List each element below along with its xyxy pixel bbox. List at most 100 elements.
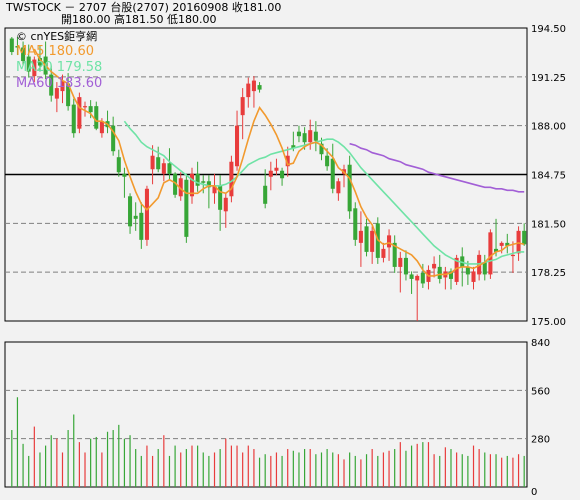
candle [212, 173, 217, 204]
candle-body [268, 170, 273, 177]
candle [330, 143, 335, 194]
candle [471, 266, 476, 290]
candle-body [60, 80, 65, 92]
price-axis: 194.50 191.25 188.00 184.75 181.50 178.25 175.… [531, 24, 566, 328]
candle-body [49, 74, 54, 96]
candle [133, 202, 138, 231]
candle-body [71, 104, 76, 134]
candle-body [325, 155, 330, 167]
candle-body [178, 178, 183, 197]
candle [488, 229, 493, 279]
candle-body [54, 88, 59, 99]
ma5-line [33, 48, 525, 277]
candle-body [116, 157, 121, 173]
candle [392, 235, 397, 273]
candle [9, 37, 14, 56]
candle-body [403, 257, 408, 275]
candle-body [144, 188, 149, 240]
candle-body [420, 272, 425, 284]
candle [308, 119, 313, 150]
candle [26, 44, 31, 78]
candle [409, 271, 414, 294]
candle-body [82, 106, 88, 108]
candle [235, 110, 240, 171]
candle [122, 167, 127, 198]
price-tick-label: 188.00 [531, 122, 566, 133]
candle-body [358, 230, 363, 243]
candle-body [432, 263, 437, 269]
candle [381, 242, 386, 263]
candle [499, 241, 504, 254]
candle-body [66, 83, 71, 107]
candle [274, 158, 279, 176]
candle [482, 254, 487, 281]
volume-tick-label: 560 [531, 386, 550, 397]
candle-body [415, 275, 420, 281]
candle-body [364, 226, 369, 252]
candle [15, 37, 20, 56]
candle [150, 145, 155, 185]
candle-body [240, 97, 245, 116]
stock-info-line: TWSTOCK － 2707 台股(2707) 20160908 收181.00 [5, 0, 281, 14]
candle [370, 226, 375, 264]
price-tick-label: 184.75 [531, 171, 566, 182]
moving-averages [33, 48, 525, 277]
candle-body [99, 121, 104, 134]
candle [522, 223, 527, 246]
candle-body [88, 106, 93, 113]
volume-grid [5, 389, 527, 440]
candle-body [9, 38, 14, 53]
candle-body [133, 215, 138, 219]
volume-panel [4, 341, 528, 488]
candle [398, 251, 403, 293]
candle-body [37, 58, 42, 66]
candle [111, 116, 116, 156]
candle [189, 167, 195, 204]
volume-tick-label: 0 [531, 487, 537, 498]
candle-body [251, 80, 256, 92]
candle-body [150, 155, 155, 170]
candle [336, 178, 341, 201]
candle-body [263, 185, 268, 204]
candle [280, 167, 285, 186]
candle-body [161, 163, 166, 174]
candle [173, 172, 178, 198]
candle-body [122, 173, 127, 177]
candle-body [353, 208, 358, 240]
source-label: © cnYES鉅亨網 [16, 29, 97, 43]
candle-body [274, 167, 279, 171]
candle [494, 218, 499, 257]
candle-body [488, 232, 493, 275]
candle-body [167, 163, 172, 174]
candle-body [111, 125, 116, 152]
candle-body [336, 181, 341, 194]
candle-body [370, 230, 375, 252]
candle [144, 185, 149, 246]
candle [420, 263, 425, 288]
candle-body [285, 155, 290, 167]
candle-body [465, 266, 470, 275]
volume-bars [11, 397, 525, 487]
candle [184, 173, 189, 243]
candle-body [184, 179, 189, 237]
candle [229, 155, 234, 203]
candle-body [257, 85, 262, 90]
candle [246, 77, 251, 108]
candle [32, 56, 37, 83]
candle [139, 202, 144, 249]
candle [128, 193, 133, 234]
candle [505, 233, 510, 254]
candle-body [398, 257, 403, 267]
candle-body [280, 170, 285, 179]
candle-body [319, 143, 324, 155]
candle-body [448, 271, 454, 279]
price-tick-label: 191.25 [531, 73, 566, 84]
candle-body [387, 235, 392, 248]
candle-body [381, 248, 386, 258]
volume-tick-label: 840 [531, 338, 550, 349]
candle [347, 155, 352, 219]
candle [415, 274, 420, 321]
candle [387, 229, 392, 261]
candle [71, 98, 76, 138]
candle-body [522, 230, 527, 245]
